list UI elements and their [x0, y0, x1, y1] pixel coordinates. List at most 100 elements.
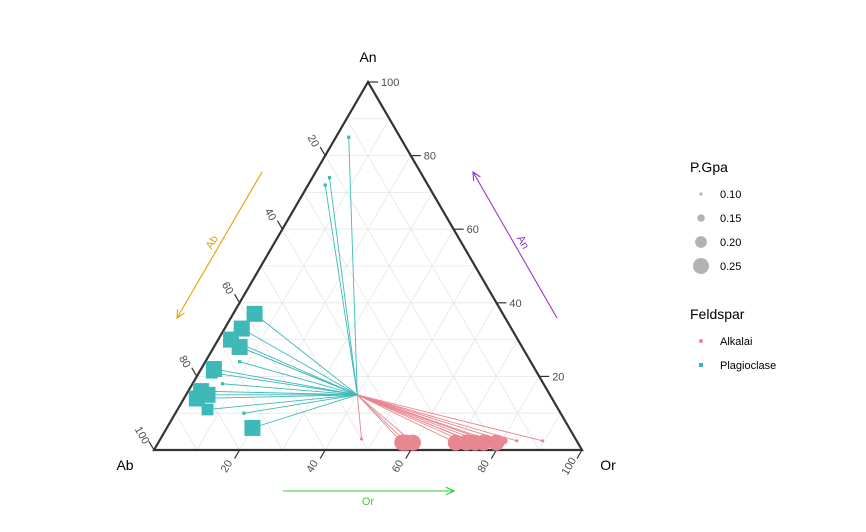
point-plagioclase-16 — [242, 411, 246, 415]
tick-or-40 — [319, 449, 326, 459]
grid-line-or-50 — [367, 265, 476, 451]
tick-ab-80 — [191, 367, 198, 377]
tick-ab-40 — [276, 220, 283, 230]
legend-color-key-0 — [699, 339, 703, 343]
tick-or-80 — [490, 449, 497, 459]
point-plagioclase-1 — [327, 176, 332, 180]
grid-line-or-90 — [538, 412, 561, 451]
legend-color-title: Feldspar — [690, 306, 745, 322]
grid-line-or-70 — [453, 339, 519, 451]
tick-label-an-80: 80 — [424, 151, 436, 163]
point-plagioclase-14 — [244, 419, 261, 436]
connector-plagioclase-5 — [230, 339, 358, 396]
ternary-triangle-outline — [152, 79, 584, 452]
tick-ab-20 — [319, 146, 326, 156]
tick-or-60 — [405, 449, 412, 459]
arrow-label-ab: Ab — [204, 234, 221, 252]
point-plagioclase-13 — [220, 382, 225, 386]
connector-plagioclase-17 — [239, 361, 358, 396]
arrow-or-head — [445, 486, 456, 496]
legend: P.Gpa 0.10 0.15 0.20 0.25 Feldspar Alkalai Plag… — [690, 159, 776, 372]
connector-alkalai-1 — [356, 394, 407, 443]
vertex-label-or: Or — [600, 457, 616, 473]
tick-label-or-20: 20 — [219, 458, 236, 475]
connector-alkalai-9 — [357, 394, 487, 442]
tick-or-20 — [234, 449, 241, 459]
connector-alkalai-3 — [357, 394, 456, 444]
point-plagioclase-15 — [201, 403, 214, 416]
tick-label-ab-60: 60 — [219, 280, 236, 297]
arrow-ab-head — [176, 308, 185, 320]
tick-or-100 — [576, 449, 583, 459]
connector-plagioclase-2 — [324, 184, 358, 395]
point-plagioclase-12 — [188, 390, 205, 407]
point-alkalai-7 — [488, 434, 505, 451]
connector-plagioclase-10 — [201, 390, 358, 396]
connector-alkalai-13 — [356, 394, 363, 440]
connector-plagioclase-8 — [213, 368, 358, 396]
connector-alkalai-10 — [357, 394, 505, 442]
connector-alkalai-6 — [357, 394, 484, 444]
vertex-label-ab: Ab — [116, 457, 133, 473]
tick-label-ab-20: 20 — [305, 133, 322, 150]
arrow-an-head — [472, 170, 481, 182]
vertex-label-an: An — [359, 49, 376, 65]
tick-ab-60 — [234, 293, 241, 304]
arrow-an — [472, 171, 558, 319]
connector-plagioclase-16 — [243, 394, 358, 414]
tick-label-an-100: 100 — [381, 77, 399, 89]
grid-line-or-60 — [410, 302, 497, 451]
point-plagioclase-9 — [205, 366, 218, 379]
connector-alkalai-2 — [357, 394, 414, 443]
connector-alkalai-8 — [357, 394, 470, 442]
legend-size-key-3 — [693, 258, 709, 274]
point-alkalai-8 — [463, 434, 476, 447]
grid-lines — [175, 118, 561, 451]
legend-color-key-1 — [699, 363, 703, 367]
connector-alkalai-0 — [356, 394, 403, 443]
point-alkalai-13 — [359, 437, 364, 441]
connector-plagioclase-14 — [252, 394, 358, 429]
data-points — [188, 135, 545, 451]
legend-color-label-0: Alkalai — [720, 336, 752, 348]
tick-label-or-80: 80 — [476, 458, 493, 475]
grid-line-or-30 — [282, 192, 433, 451]
connector-alkalai-11 — [357, 394, 517, 442]
legend-size-title: P.Gpa — [690, 159, 728, 175]
grid-line-ab-10 — [346, 118, 540, 451]
grid-line-ab-90 — [175, 412, 198, 451]
connector-plagioclase-3 — [254, 313, 358, 396]
arrow-ab — [176, 171, 263, 319]
point-alkalai-2 — [404, 434, 421, 451]
connector-plagioclase-4 — [241, 328, 358, 396]
point-plagioclase-2 — [323, 183, 327, 187]
grid-line-ab-60 — [239, 302, 326, 451]
legend-size-label-1: 0.15 — [720, 213, 741, 225]
connector-plagioclase-7 — [239, 346, 358, 396]
legend-size-label-0: 0.10 — [720, 189, 741, 201]
point-plagioclase-7 — [231, 338, 248, 355]
connector-plagioclase-13 — [222, 383, 358, 396]
grid-line-ab-30 — [303, 192, 454, 451]
tick-label-ab-80: 80 — [176, 354, 193, 371]
point-plagioclase-0 — [347, 135, 351, 139]
connector-plagioclase-12 — [196, 394, 358, 399]
connector-plagioclase-15 — [207, 394, 358, 410]
tick-label-an-20: 20 — [552, 371, 564, 383]
tick-label-an-40: 40 — [509, 298, 521, 310]
tick-ab-100 — [148, 441, 155, 451]
tick-label-ab-40: 40 — [262, 206, 279, 223]
tick-label-an-60: 60 — [467, 224, 479, 236]
point-plagioclase-3 — [246, 305, 263, 322]
tick-label-or-100: 100 — [560, 456, 580, 478]
connector-alkalai-4 — [357, 394, 467, 444]
legend-size-label-2: 0.20 — [720, 237, 741, 249]
point-alkalai-10 — [500, 437, 508, 445]
legend-size-key-1 — [697, 214, 705, 222]
connector-lines — [196, 137, 543, 444]
connector-plagioclase-9 — [211, 372, 358, 396]
point-alkalai-12 — [540, 439, 545, 443]
point-alkalai-9 — [480, 434, 493, 447]
connector-plagioclase-0 — [348, 137, 358, 395]
